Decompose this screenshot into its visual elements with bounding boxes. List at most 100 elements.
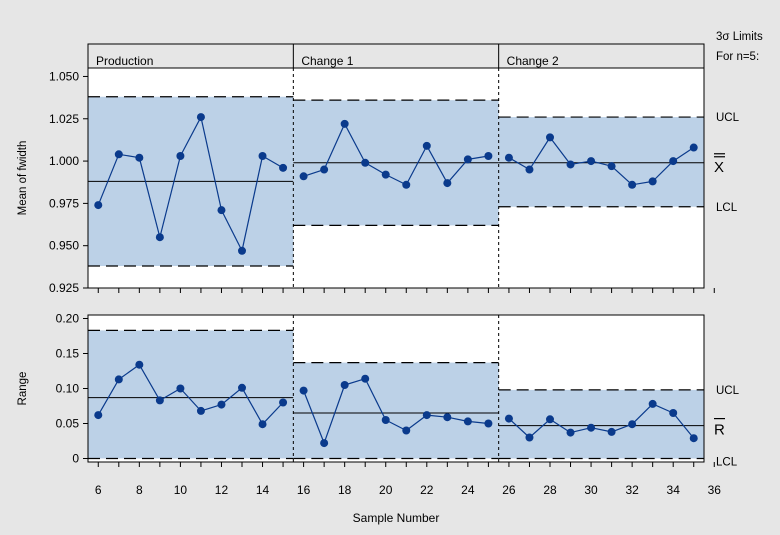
y-tick-label: 0.10 <box>56 382 80 396</box>
data-point <box>402 180 411 189</box>
y-tick-label: 0.15 <box>56 347 80 361</box>
phase-header-strip <box>87 43 705 69</box>
range-panel: 0 0.05 0.10 0.15 0.20 Range UCL R LCL <box>17 312 740 469</box>
series-segment <box>549 418 571 434</box>
data-point <box>648 177 657 186</box>
data-point <box>566 428 575 437</box>
data-point <box>320 165 329 174</box>
x-tick-label: 30 <box>584 483 598 497</box>
y-tick-label: 0 <box>72 452 79 466</box>
x-tick-label: 16 <box>297 483 311 497</box>
data-point <box>320 439 329 448</box>
series-segment <box>241 155 264 251</box>
x-tick-label: 6 <box>95 483 102 497</box>
data-point <box>381 170 390 179</box>
phase-headers: Production Change 1 Change 2 <box>87 43 705 69</box>
y-tick-label: 0.950 <box>49 239 79 253</box>
series-segment <box>364 378 387 421</box>
phase-label: Change 1 <box>301 54 353 68</box>
series-segment <box>631 403 654 425</box>
data-point <box>361 374 370 383</box>
series-segment <box>179 388 202 412</box>
y-tick-label: 1.050 <box>49 69 79 83</box>
series-segment <box>159 155 181 238</box>
data-point <box>628 420 637 429</box>
control-band <box>88 330 294 459</box>
data-point <box>114 375 123 384</box>
y-axis-label: Mean of fwidth <box>17 141 29 216</box>
limits-note-line1: 3σ Limits <box>716 31 763 43</box>
x-tick-label: 10 <box>174 483 188 497</box>
data-point <box>196 406 205 415</box>
x-tick-label: 34 <box>667 483 681 497</box>
data-point <box>94 411 103 420</box>
series-segment <box>323 123 346 170</box>
data-point <box>238 246 246 255</box>
y-tick-label: 0.925 <box>49 281 79 295</box>
data-point <box>463 417 472 426</box>
ucl-label: UCL <box>716 112 740 124</box>
data-point <box>628 180 637 189</box>
data-point <box>135 360 144 369</box>
series-segment <box>405 414 428 431</box>
data-point <box>607 427 616 436</box>
x-axis: 6 8 10 12 14 16 18 20 22 24 26 28 30 32 34 36 <box>95 288 721 497</box>
data-point <box>114 150 123 159</box>
data-point <box>155 233 164 242</box>
data-point <box>669 409 678 417</box>
phase-label: Change 2 <box>507 54 559 68</box>
series-segment <box>611 165 633 186</box>
data-point <box>422 411 431 420</box>
ucl-label: UCL <box>716 385 740 397</box>
data-point <box>689 143 698 152</box>
data-point <box>176 152 185 160</box>
series-segment <box>549 137 572 165</box>
limits-note-line2: For n=5: <box>716 51 759 63</box>
series-segment <box>426 145 448 184</box>
data-point <box>402 426 411 435</box>
x-tick-label: 20 <box>379 483 393 497</box>
xbar-panel: 0.925 0.950 0.975 1.000 1.025 1.050 Mean of fw… <box>17 67 740 295</box>
series-segment <box>241 387 264 425</box>
data-point <box>155 396 164 405</box>
series-segment <box>529 418 551 438</box>
plot-frame <box>87 67 705 289</box>
data-point <box>525 433 534 442</box>
x-tick-label: 18 <box>338 483 352 497</box>
data-point <box>258 420 267 429</box>
center-label: R <box>714 422 725 439</box>
series-segment <box>652 160 674 182</box>
x-tick-label: 32 <box>625 483 639 497</box>
series-segment <box>138 157 161 238</box>
center-label: X <box>714 159 724 176</box>
series-segment <box>672 147 695 162</box>
data-point <box>566 160 575 169</box>
series-segment <box>220 209 243 252</box>
y-axis-label: Range <box>17 372 29 406</box>
series-segment <box>138 364 161 401</box>
series-segment <box>97 379 120 416</box>
data-point <box>607 162 616 171</box>
data-point <box>238 383 246 392</box>
x-tick-label: 24 <box>461 483 475 497</box>
y-tick-label: 0.05 <box>56 417 80 431</box>
series-segment <box>303 390 325 444</box>
data-point <box>135 153 144 162</box>
data-point <box>340 119 349 128</box>
series-segment <box>344 123 366 164</box>
data-point <box>94 201 103 210</box>
series-segment <box>97 154 120 206</box>
series-segment <box>405 145 428 186</box>
lcl-label: LCL <box>716 457 738 469</box>
data-point <box>525 165 534 174</box>
data-point <box>279 163 288 172</box>
data-point <box>217 206 226 215</box>
data-point <box>422 141 431 150</box>
y-tick-label: 1.025 <box>49 112 79 126</box>
data-point <box>669 157 678 166</box>
data-point <box>546 133 554 142</box>
data-point <box>176 384 185 393</box>
series-segment <box>528 137 551 170</box>
data-point <box>546 415 554 424</box>
